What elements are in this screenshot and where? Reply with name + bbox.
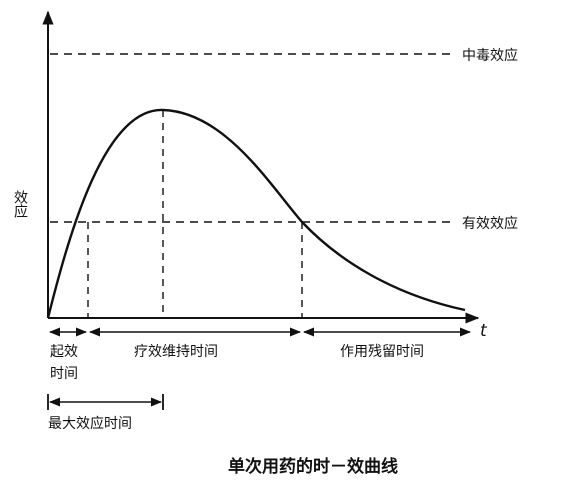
- time-effect-curve: [46, 108, 466, 319]
- onset-time-label-line1: 起效: [50, 344, 78, 360]
- y-axis-label: 效应: [12, 190, 28, 218]
- axes: [42, 10, 480, 324]
- x-axis-label: t: [480, 321, 488, 341]
- peak-time-bracket: [47, 394, 164, 410]
- duration-label: 疗效维持时间: [134, 344, 218, 360]
- peak-time-label: 最大效应时间: [48, 415, 132, 432]
- effective-effect-label: 有效效应: [462, 215, 518, 232]
- diagram-caption: 单次用药的时－效曲线: [228, 456, 398, 477]
- residual-label: 作用残留时间: [340, 344, 424, 360]
- onset-time-label-line2: 时间: [50, 366, 78, 382]
- toxic-effect-label: 中毒效应: [462, 47, 518, 64]
